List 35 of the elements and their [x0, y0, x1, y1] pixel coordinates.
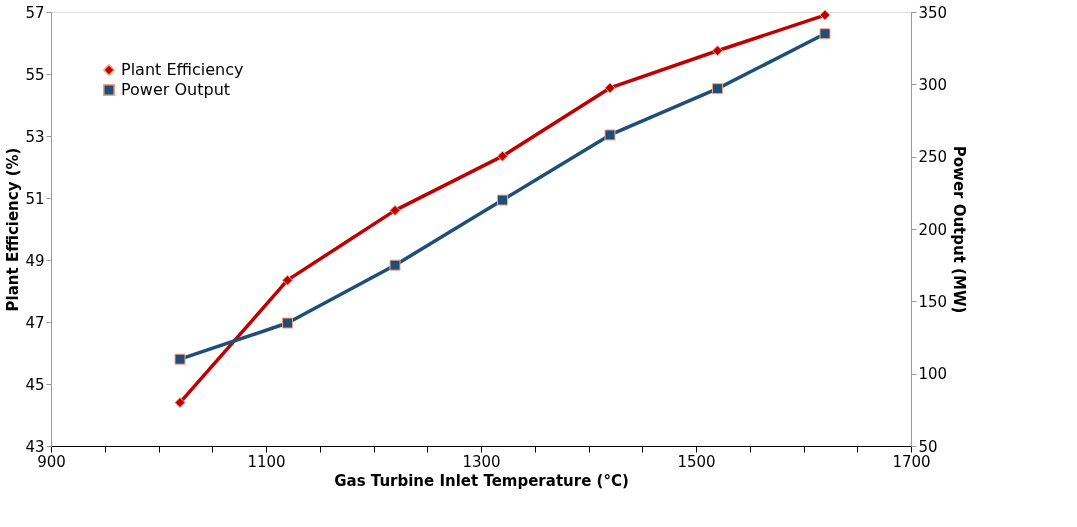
- point: [712, 83, 723, 95]
- point: [712, 45, 723, 57]
- point: [389, 204, 401, 216]
- y2-axis-title: Power Output (MW): [950, 145, 969, 314]
- point: [497, 150, 508, 162]
- point: [819, 9, 831, 21]
- y-tick-label: 45: [25, 375, 45, 394]
- point: [604, 82, 616, 94]
- point: [604, 129, 616, 141]
- point: [174, 397, 186, 409]
- point: [174, 353, 186, 365]
- y-axis-title: Plant Efficiency (%): [4, 147, 23, 312]
- y-tick-label: 47: [25, 313, 45, 332]
- point: [819, 28, 831, 40]
- x-tick-label: 1100: [247, 452, 286, 471]
- legend-label: Plant Efficiency: [121, 60, 244, 79]
- y-tick-label: 53: [25, 127, 45, 146]
- x-tick-label: 1300: [462, 452, 501, 471]
- point: [282, 274, 293, 286]
- y2-tick-label: 250: [918, 148, 948, 167]
- y-tick-label: 55: [25, 65, 45, 84]
- y-tick-label: 51: [25, 189, 45, 208]
- y2-tick-label: 100: [918, 365, 948, 384]
- point: [497, 194, 508, 206]
- y-tick-label: 57: [25, 3, 45, 22]
- y-tick-label: 49: [25, 251, 45, 270]
- x-tick-label: 1500: [677, 452, 716, 471]
- legend-label: Power Output: [121, 80, 231, 99]
- y2-tick-label: 350: [918, 3, 948, 22]
- y2-tick-label: 300: [918, 75, 948, 94]
- point: [282, 317, 293, 329]
- y2-tick-label: 200: [918, 220, 948, 239]
- point: [389, 259, 401, 271]
- y2-tick-label: 150: [918, 292, 948, 311]
- x-axis-title: Gas Turbine Inlet Temperature (°C): [334, 471, 629, 490]
